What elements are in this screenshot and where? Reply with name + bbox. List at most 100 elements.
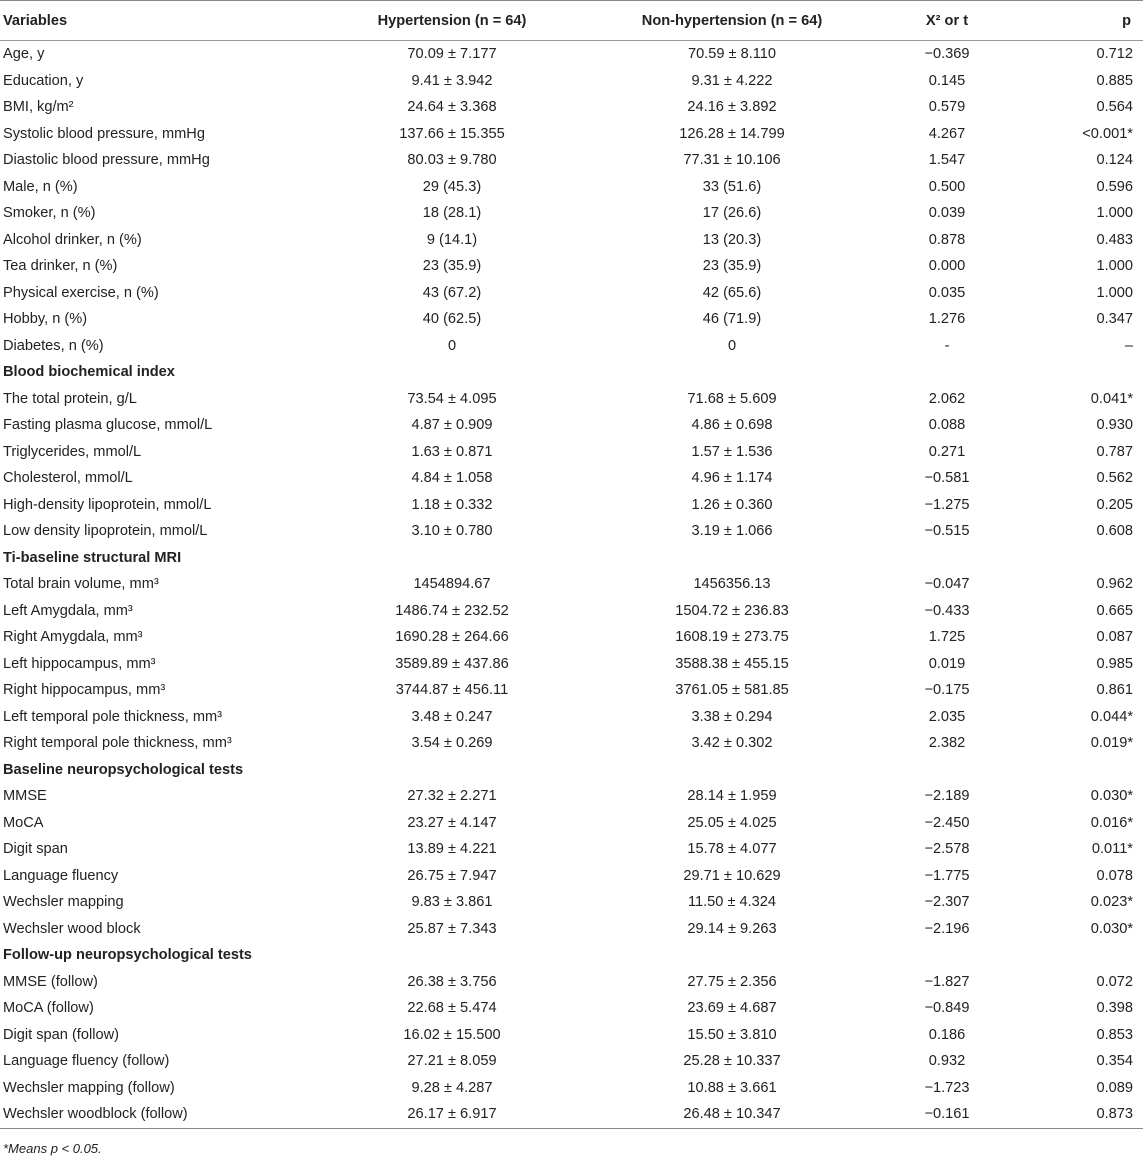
hypertension-cell: 26.75 ± 7.947 (407, 867, 497, 884)
hypertension-cell: 4.87 ± 0.909 (411, 417, 493, 434)
p-value-cell: 0.354 (1096, 1053, 1133, 1070)
non-hypertension-cell: 17 (26.6) (702, 205, 762, 222)
p-value-cell: 0.930 (1096, 417, 1133, 434)
table-row: Smoker, n (%) 18 (28.1) 17 (26.6) 0.039 1.00… (0, 200, 1143, 227)
hypertension-cell: 1454894.67 (413, 576, 491, 593)
non-hypertension-cell: 4.86 ± 0.698 (691, 417, 773, 434)
hypertension-cell: 3.54 ± 0.269 (411, 735, 493, 752)
statistic-cell: 2.035 (928, 708, 966, 725)
hypertension-cell: 26.38 ± 3.756 (407, 973, 497, 990)
statistic-cell: −0.175 (924, 682, 970, 699)
hypertension-cell: 70.09 ± 7.177 (407, 46, 497, 63)
variable-cell: The total protein, g/L (3, 390, 137, 407)
variable-cell: Wechsler wood block (3, 920, 141, 937)
non-hypertension-cell: 1456356.13 (693, 576, 771, 593)
statistic-cell: −0.581 (924, 470, 970, 487)
statistic-cell: 2.062 (928, 390, 966, 407)
table-row: Wechsler mapping 9.83 ± 3.861 11.50 ± 4.32… (0, 889, 1143, 916)
hypertension-cell: 40 (62.5) (422, 311, 482, 328)
non-hypertension-cell: 28.14 ± 1.959 (687, 788, 777, 805)
statistic-cell: 0.271 (928, 443, 966, 460)
header-row: Variables Hypertension (n = 64) Non-hype… (0, 0, 1143, 41)
table-row: MoCA 23.27 ± 4.147 25.05 ± 4.025 −2.450 0.01… (0, 810, 1143, 837)
header-hypertension: Hypertension (n = 64) (318, 0, 586, 41)
variable-cell: Education, y (3, 72, 84, 89)
non-hypertension-cell: 25.05 ± 4.025 (687, 814, 777, 831)
non-hypertension-cell: 4.96 ± 1.174 (691, 470, 773, 487)
hypertension-cell: 3589.89 ± 437.86 (395, 655, 509, 672)
hypertension-cell: 3.10 ± 0.780 (411, 523, 493, 540)
variable-cell: MoCA (3, 814, 44, 831)
non-hypertension-cell: 1504.72 ± 236.83 (675, 602, 789, 619)
header-non-hypertension: Non-hypertension (n = 64) (586, 0, 878, 41)
hypertension-cell: 1690.28 ± 264.66 (395, 629, 509, 646)
non-hypertension-cell: 70.59 ± 8.110 (687, 46, 777, 63)
non-hypertension-cell: 3.38 ± 0.294 (691, 708, 773, 725)
variable-cell: Wechsler woodblock (follow) (0, 1101, 318, 1129)
statistic-cell: −0.369 (924, 46, 970, 63)
p-value-cell: 0.089 (1096, 1079, 1133, 1096)
p-value-cell: 0.016* (1090, 814, 1133, 831)
section-label: Ti-baseline structural MRI (3, 549, 182, 566)
hypertension-cell: 26.17 ± 6.917 (318, 1101, 586, 1129)
p-value-cell: 0.087 (1096, 629, 1133, 646)
non-hypertension-cell: 3761.05 ± 581.85 (675, 682, 789, 699)
variable-cell: Tea drinker, n (%) (3, 258, 118, 275)
non-hypertension-cell: 3.19 ± 1.066 (691, 523, 773, 540)
statistic-cell: 0.579 (928, 99, 966, 116)
statistic-cell: −0.515 (924, 523, 970, 540)
p-value-cell: 0.853 (1096, 1026, 1133, 1043)
statistic-cell: −2.307 (924, 894, 970, 911)
variable-cell: Left Amygdala, mm³ (3, 602, 133, 619)
statistic-cell: - (944, 337, 950, 354)
table-row: Right Amygdala, mm³ 1690.28 ± 264.66 1608.… (0, 624, 1143, 651)
p-value-cell: 0.398 (1096, 1000, 1133, 1017)
hypertension-cell: 3.48 ± 0.247 (411, 708, 493, 725)
table-row: Right temporal pole thickness, mm³ 3.54 ±… (0, 730, 1143, 757)
table-row: MoCA (follow) 22.68 ± 5.474 23.69 ± 4.687 −… (0, 995, 1143, 1022)
variable-cell: Triglycerides, mmol/L (3, 443, 142, 460)
variable-cell: Left temporal pole thickness, mm³ (3, 708, 222, 725)
variable-cell: Diabetes, n (%) (3, 337, 104, 354)
non-hypertension-cell: 9.31 ± 4.222 (691, 72, 773, 89)
statistic-cell: −2.189 (924, 788, 970, 805)
variable-cell: Right Amygdala, mm³ (3, 629, 143, 646)
table-row: Age, y 70.09 ± 7.177 70.59 ± 8.110 −0.369 0.… (0, 41, 1143, 68)
non-hypertension-cell: 33 (51.6) (702, 178, 762, 195)
variable-cell: High-density lipoprotein, mmol/L (3, 496, 212, 513)
p-value-cell: 0.962 (1096, 576, 1133, 593)
p-value-cell: 0.885 (1096, 72, 1133, 89)
hypertension-cell: 9.41 ± 3.942 (411, 72, 493, 89)
table-row: Left hippocampus, mm³ 3589.89 ± 437.86 358… (0, 651, 1143, 678)
table-row: Left temporal pole thickness, mm³ 3.48 ± … (0, 704, 1143, 731)
p-value-cell: 0.985 (1096, 655, 1133, 672)
non-hypertension-cell: 126.28 ± 14.799 (679, 125, 785, 142)
variable-cell: MMSE (3, 788, 47, 805)
variable-cell: MMSE (follow) (3, 973, 98, 990)
variable-cell: BMI, kg/m² (3, 99, 74, 116)
header-statistic: X² or t (878, 0, 1016, 41)
table-row: Language fluency 26.75 ± 7.947 29.71 ± 10.… (0, 863, 1143, 890)
variable-cell: Low density lipoprotein, mmol/L (3, 523, 208, 540)
non-hypertension-cell: 15.78 ± 4.077 (687, 841, 777, 858)
header-variables: Variables (0, 0, 318, 41)
statistic-cell: −1.827 (924, 973, 970, 990)
table-row: Low density lipoprotein, mmol/L 3.10 ± 0.… (0, 518, 1143, 545)
variable-cell: Physical exercise, n (%) (3, 284, 159, 301)
statistic-cell: 0.039 (928, 205, 966, 222)
table-body: Age, y 70.09 ± 7.177 70.59 ± 8.110 −0.369 0.… (0, 41, 1143, 1129)
hypertension-cell: 13.89 ± 4.221 (407, 841, 497, 858)
non-hypertension-cell: 10.88 ± 3.661 (687, 1079, 777, 1096)
variable-cell: Alcohol drinker, n (%) (3, 231, 142, 248)
p-value-cell: 0.044* (1090, 708, 1133, 725)
table-row: Total brain volume, mm³ 1454894.67 1456356… (0, 571, 1143, 598)
non-hypertension-cell: 3.42 ± 0.302 (691, 735, 773, 752)
statistic-cell: −1.723 (924, 1079, 970, 1096)
p-value-cell: 0.564 (1096, 99, 1133, 116)
table-row: Right hippocampus, mm³ 3744.87 ± 456.11 37… (0, 677, 1143, 704)
hypertension-cell: 1.18 ± 0.332 (411, 496, 493, 513)
hypertension-cell: 27.21 ± 8.059 (407, 1053, 497, 1070)
non-hypertension-cell: 23 (35.9) (702, 258, 762, 275)
p-value-cell: 0.861 (1096, 682, 1133, 699)
